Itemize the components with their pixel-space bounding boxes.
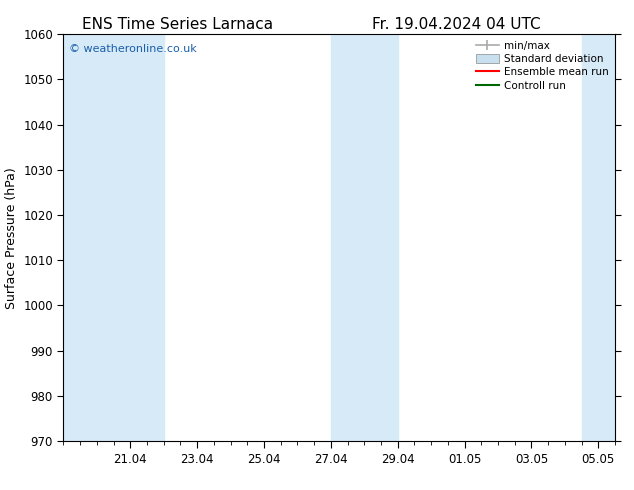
Bar [581,34,615,441]
Text: © weatheronline.co.uk: © weatheronline.co.uk [69,45,197,54]
Legend: min/max, Standard deviation, Ensemble mean run, Controll run: min/max, Standard deviation, Ensemble me… [472,36,613,95]
Text: ENS Time Series Larnaca: ENS Time Series Larnaca [82,17,273,32]
Bar [63,34,164,441]
Text: Fr. 19.04.2024 04 UTC: Fr. 19.04.2024 04 UTC [372,17,541,32]
Bar [331,34,398,441]
Y-axis label: Surface Pressure (hPa): Surface Pressure (hPa) [4,167,18,309]
